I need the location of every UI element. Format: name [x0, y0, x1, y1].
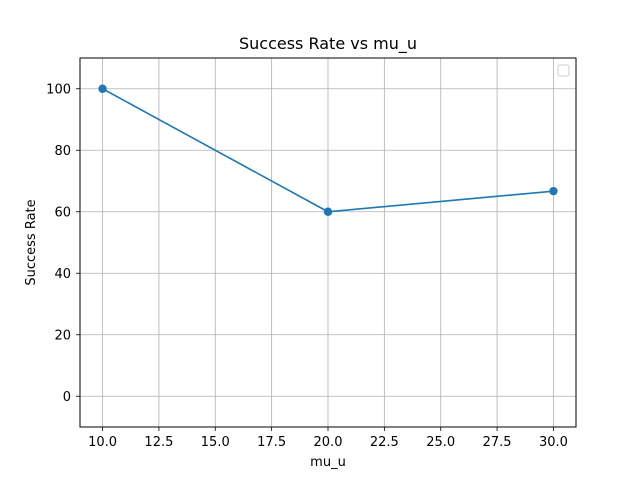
y-axis-label: Success Rate	[24, 199, 39, 285]
series-layer	[98, 84, 558, 216]
x-tick-label: 15.0	[201, 435, 230, 450]
x-tick-label: 25.0	[426, 435, 455, 450]
x-tick-label: 10.0	[88, 435, 117, 450]
data-point	[323, 207, 333, 216]
y-tick-label: 20	[54, 328, 71, 343]
x-tick-label: 17.5	[257, 435, 286, 450]
chart-title: Success Rate vs mu_u	[239, 34, 417, 54]
y-tick-label: 80	[54, 144, 71, 159]
y-tick-label: 0	[63, 390, 71, 405]
data-point	[549, 186, 558, 196]
x-tick-label: 27.5	[483, 435, 512, 450]
x-axis-label: mu_u	[310, 455, 346, 470]
y-tick-label: 40	[54, 267, 71, 282]
y-tick-label: 100	[46, 82, 71, 97]
x-tick-label: 30.0	[539, 435, 568, 450]
x-tick-label: 22.5	[370, 435, 399, 450]
x-tick-label: 20.0	[314, 435, 343, 450]
ticks: 10.0 12.5 15.0 17.5 20.0 22.5 25.0 27.5 30.0 0 20 4…	[46, 82, 568, 450]
x-tick-label: 12.5	[144, 435, 173, 450]
legend-box	[557, 64, 570, 77]
y-tick-label: 60	[54, 205, 71, 220]
data-point	[98, 84, 107, 93]
